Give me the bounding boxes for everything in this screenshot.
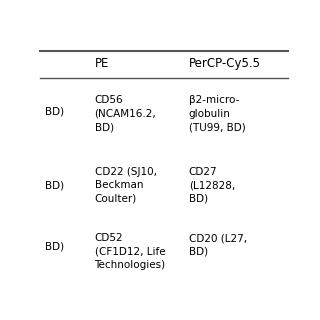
Text: CD22 (SJ10,
Beckman
Coulter): CD22 (SJ10, Beckman Coulter) xyxy=(95,166,156,204)
Text: BD): BD) xyxy=(45,242,64,252)
Text: CD52
(CF1D12, Life
Technologies): CD52 (CF1D12, Life Technologies) xyxy=(95,233,166,270)
Text: β2-micro-
globulin
(TU99, BD): β2-micro- globulin (TU99, BD) xyxy=(189,95,245,132)
Text: PerCP-Cy5.5: PerCP-Cy5.5 xyxy=(189,57,261,69)
Text: CD27
(L12828,
BD): CD27 (L12828, BD) xyxy=(189,166,235,204)
Text: BD): BD) xyxy=(45,106,64,116)
Text: PE: PE xyxy=(95,57,109,69)
Text: CD20 (L27,
BD): CD20 (L27, BD) xyxy=(189,233,247,257)
Text: BD): BD) xyxy=(45,180,64,190)
Text: CD56
(NCAM16.2,
BD): CD56 (NCAM16.2, BD) xyxy=(95,95,156,132)
